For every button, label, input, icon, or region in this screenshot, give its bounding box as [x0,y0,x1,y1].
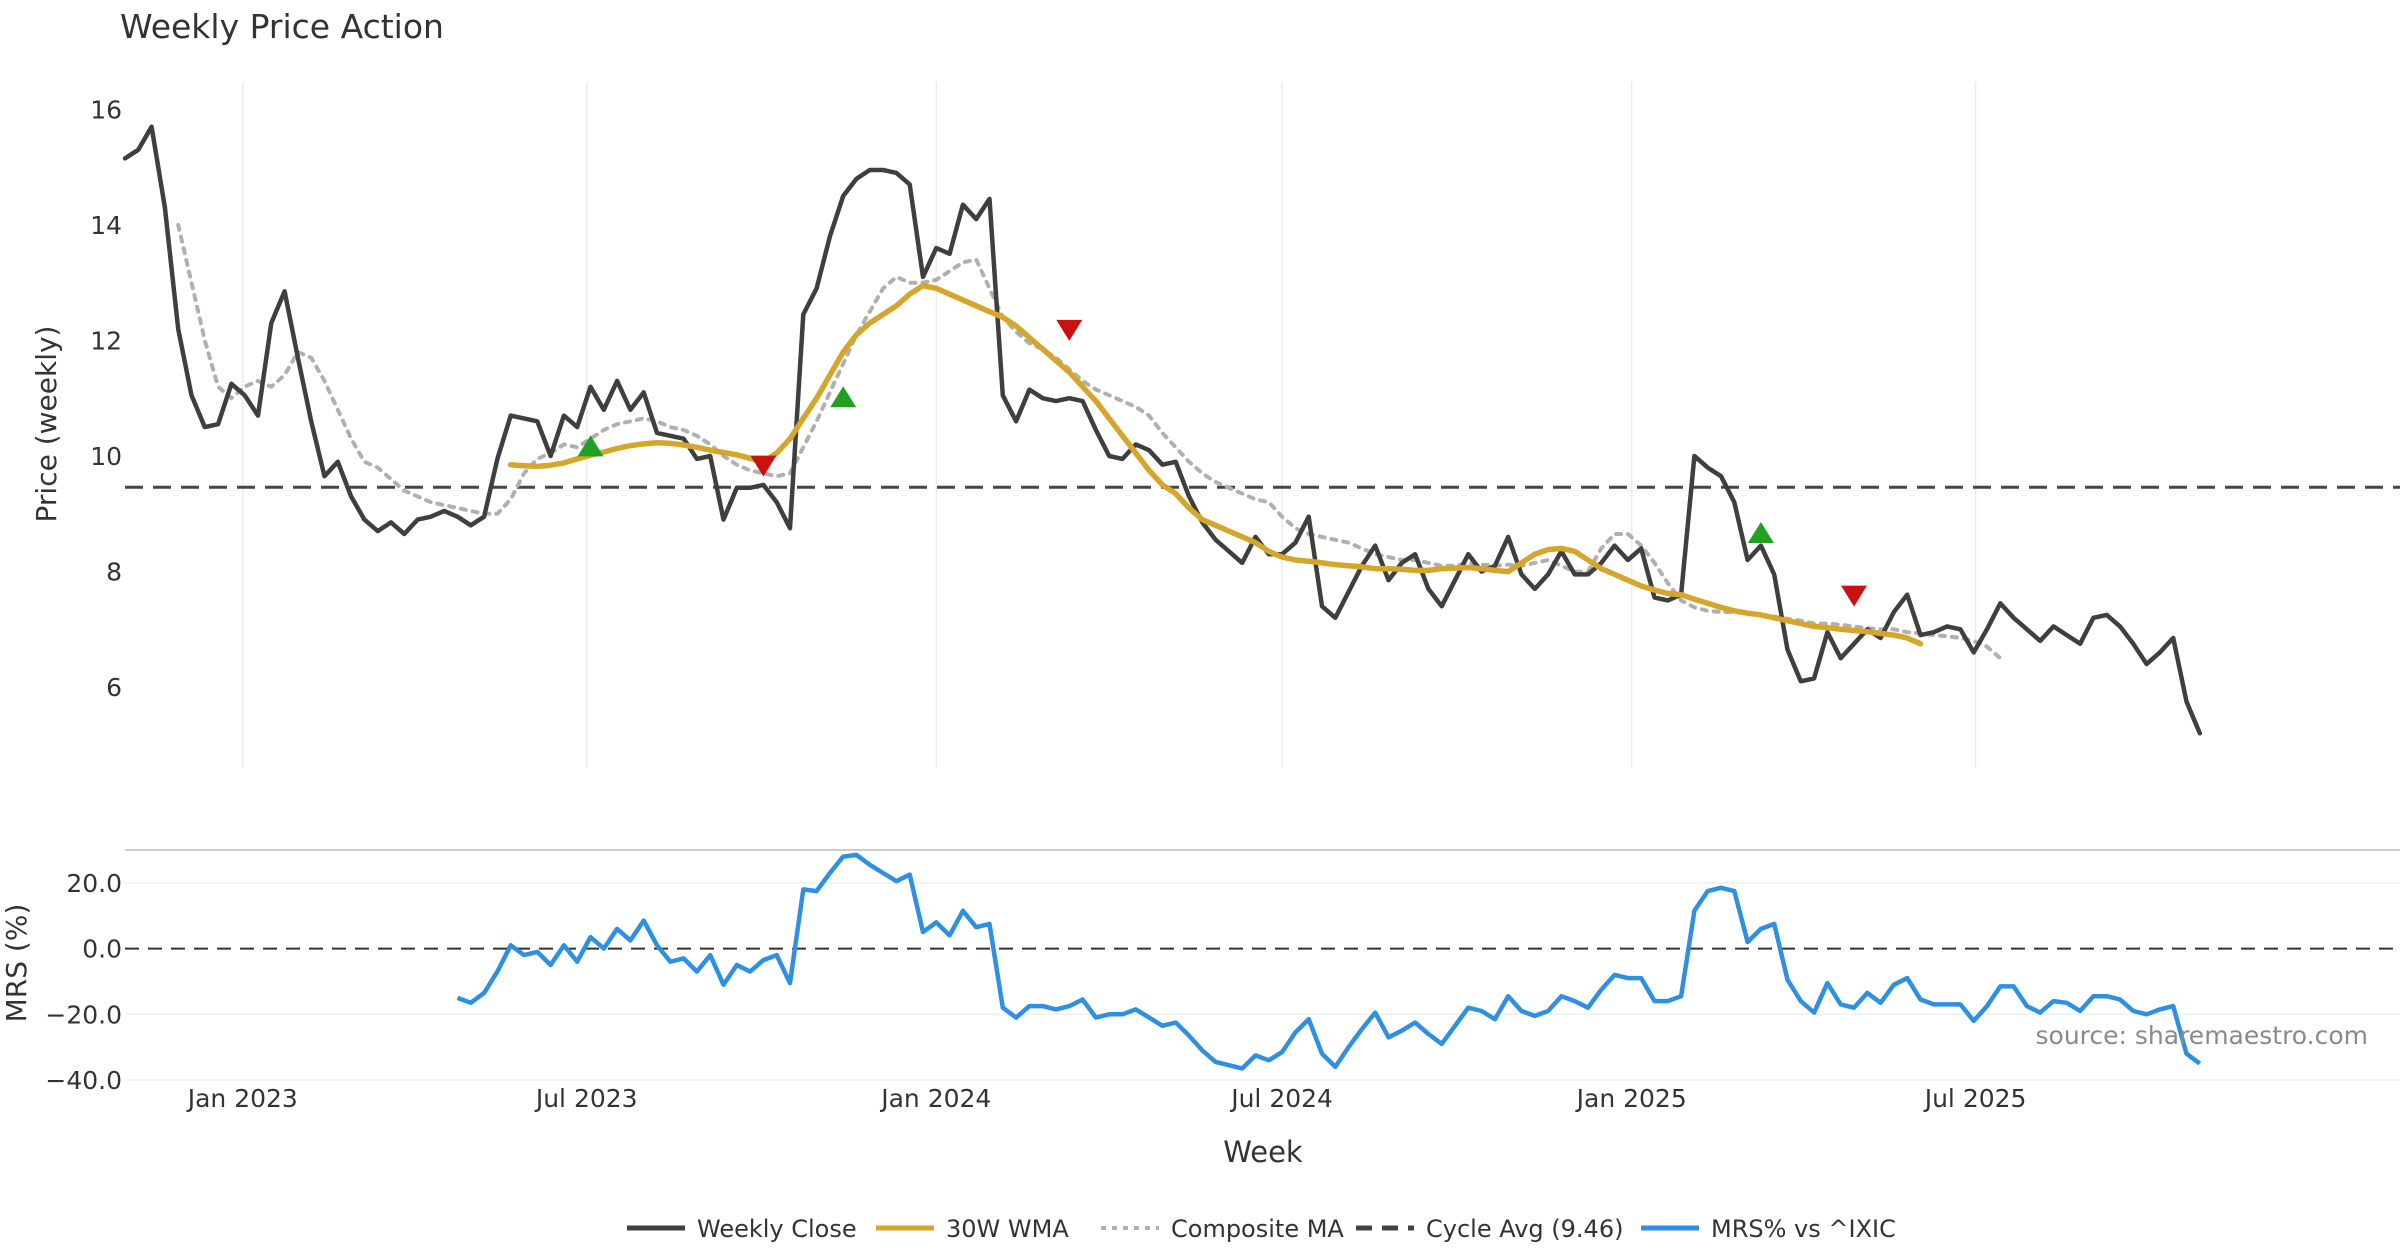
legend-label: Cycle Avg (9.46) [1426,1215,1623,1243]
price-y-tick-label: 6 [106,673,122,702]
mrs-y-tick-label: 0.0 [82,935,122,964]
x-tick-label: Jul 2023 [534,1084,638,1113]
price-y-tick-label: 16 [90,95,122,124]
wma-line [507,282,1924,647]
mrs-y-ticks: 20.0 0.0 −20.0 −40.0 [45,869,122,1095]
mrs-y-tick-label: −40.0 [45,1066,122,1095]
x-tick-label: Jul 2025 [1923,1084,2027,1113]
legend-label: 30W WMA [946,1215,1069,1243]
source-note: source: sharemaestro.com [2036,1021,2369,1050]
weekly-close-line [122,124,2203,736]
mrs-axis-label: MRS (%) [0,904,33,1023]
x-tick-label: Jan 2024 [879,1084,991,1113]
sell-signal-marker [1056,319,1083,341]
composite-ma-line [176,222,2003,661]
chart-title: Weekly Price Action [120,7,444,46]
x-tick-label: Jan 2023 [186,1084,298,1113]
mrs-line [456,852,2202,1071]
buy-signal-marker [1747,522,1774,543]
x-ticks: Jan 2023 Jul 2023 Jan 2024 Jul 2024 Jan 2025… [186,1084,2027,1113]
signal-markers [577,319,1867,607]
series-lines [122,124,2203,1071]
sell-signal-marker [750,455,777,477]
mrs-grid [125,882,2400,1081]
buy-signal-marker [577,435,604,457]
legend-label: Composite MA [1171,1215,1344,1243]
x-tick-label: Jul 2024 [1229,1084,1333,1113]
price-y-tick-label: 10 [90,442,122,471]
mrs-y-tick-label: −20.0 [45,1000,122,1029]
price-y-tick-label: 8 [106,558,122,587]
main-grid [242,82,1977,768]
x-tick-label: Jan 2025 [1575,1084,1687,1113]
legend: Weekly Close 30W WMA Composite MA Cycle Avg… [627,1215,1896,1243]
legend-label: MRS% vs ^IXIC [1711,1215,1896,1243]
legend-label: Weekly Close [697,1215,857,1243]
reference-lines [125,485,2400,950]
price-y-tick-label: 14 [90,211,122,240]
buy-signal-marker [830,386,857,408]
mrs-y-tick-label: 20.0 [66,869,122,898]
x-axis-label: Week [1223,1135,1303,1169]
price-y-tick-label: 12 [90,326,122,355]
price-axis-label: Price (weekly) [30,326,63,523]
sell-signal-marker [1841,585,1867,607]
price-y-ticks: 6 8 10 12 14 16 [90,95,122,702]
